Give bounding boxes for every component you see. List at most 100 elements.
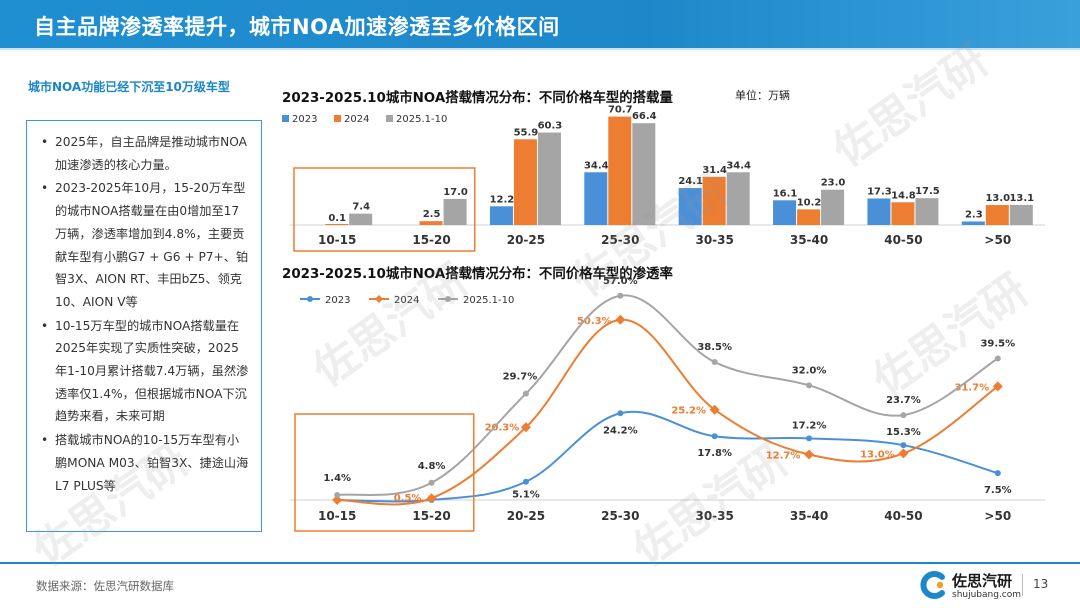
line-x-tick-label: 10-15 xyxy=(318,509,356,523)
bar-data-label: 34.4 xyxy=(726,160,751,171)
bar-legend-swatch xyxy=(334,115,341,122)
line-legend-label: 2024 xyxy=(394,295,419,306)
line-highlight-box xyxy=(294,413,475,532)
line-x-tick-label: 20-25 xyxy=(507,509,545,523)
line-data-label: 31.7% xyxy=(954,382,989,393)
bar-mark xyxy=(678,188,702,225)
footer-divider xyxy=(0,562,1080,564)
line-data-label: 13.0% xyxy=(860,449,895,460)
bar-mark xyxy=(489,206,513,225)
bar-chart-unit: 单位：万辆 xyxy=(735,89,790,102)
line-data-label: 12.7% xyxy=(766,450,801,461)
watermark: 佐思汽研 xyxy=(623,434,798,578)
footer-separator xyxy=(1022,574,1023,596)
bar-data-label: 12.2 xyxy=(490,194,515,205)
line-data-label: 32.0% xyxy=(792,365,827,376)
watermark: 佐思汽研 xyxy=(863,264,1038,408)
line-x-tick-label: 25-30 xyxy=(601,509,639,523)
line-point xyxy=(900,442,907,449)
line-point xyxy=(711,433,718,440)
line-point xyxy=(992,381,1003,392)
line-point xyxy=(994,470,1001,477)
line-x-tick-label: 40-50 xyxy=(884,509,922,523)
bar-data-label: 55.9 xyxy=(514,127,539,138)
line-point xyxy=(898,448,909,459)
bar-data-label: 7.4 xyxy=(352,202,370,213)
line-data-label: 7.5% xyxy=(984,485,1012,496)
line-legend-marker xyxy=(445,296,451,302)
bar-data-label: 13.1 xyxy=(1009,193,1034,204)
line-point xyxy=(426,493,437,504)
line-x-tick-label: 35-40 xyxy=(790,509,828,523)
bar-mark xyxy=(797,209,821,225)
line-series-path xyxy=(337,294,999,497)
line-point xyxy=(334,491,341,498)
bar-legend-label: 2024 xyxy=(344,114,369,125)
line-data-label: 24.2% xyxy=(603,425,638,436)
line-point xyxy=(806,382,813,389)
bar-mark xyxy=(821,189,845,225)
line-data-label: 25.2% xyxy=(671,406,706,417)
bar-data-label: 14.8 xyxy=(891,190,916,201)
bar-legend-label: 2023 xyxy=(292,114,317,125)
bar-data-label: 24.1 xyxy=(678,176,703,187)
bar-mark xyxy=(773,200,797,225)
bar-x-tick-label: 20-25 xyxy=(507,233,545,247)
line-x-tick-label: 30-35 xyxy=(695,509,733,523)
watermark: 佐思汽研 xyxy=(563,164,738,308)
bullet-item: 2023-2025年10月，15-20万车型的城市NOA搭载量在由0增加至17万… xyxy=(37,177,251,313)
page-number: 13 xyxy=(1033,577,1049,591)
bar-mark xyxy=(443,198,467,225)
bar-x-tick-label: 10-15 xyxy=(318,233,356,247)
line-x-tick-label: 15-20 xyxy=(412,509,450,523)
sidebar-bullet-box: 2025年，自主品牌是推动城市NOA加速渗透的核心力量。 2023-2025年1… xyxy=(26,120,262,532)
line-point xyxy=(522,390,529,397)
line-data-label: 23.7% xyxy=(886,395,921,406)
sidebar-bullet-list: 2025年，自主品牌是推动城市NOA加速渗透的核心力量。 2023-2025年1… xyxy=(37,131,251,497)
line-point xyxy=(994,355,1001,362)
line-series-path xyxy=(337,318,999,506)
bar-x-tick-label: 30-35 xyxy=(695,233,733,247)
line-legend-label: 2023 xyxy=(325,295,350,306)
bar-mark xyxy=(726,172,750,225)
line-data-label: 4.8% xyxy=(418,461,446,472)
line-series-path xyxy=(337,410,999,503)
bar-data-label: 0.1 xyxy=(328,213,346,224)
brand-logo: 佐思汽研 shujubang.com xyxy=(918,570,1021,604)
bar-data-label: 31.4 xyxy=(702,165,727,176)
brand-url: shujubang.com xyxy=(952,590,1022,600)
line-point xyxy=(709,404,720,415)
bar-data-label: 70.7 xyxy=(608,105,633,116)
line-point xyxy=(617,292,624,299)
line-data-label: 0.5% xyxy=(394,493,422,504)
header-banner: 自主品牌渗透率提升，城市NOA加速渗透至多价格区间 xyxy=(0,0,1080,48)
bar-x-tick-label: 15-20 xyxy=(412,233,450,247)
bar-data-label: 66.4 xyxy=(632,111,657,122)
bar-mark xyxy=(632,123,656,225)
bar-mark xyxy=(349,213,373,225)
line-point xyxy=(617,410,624,417)
brand-mark-icon xyxy=(920,571,945,599)
bar-data-label: 60.3 xyxy=(538,121,563,132)
line-point xyxy=(711,359,718,366)
bar-data-label: 23.0 xyxy=(821,178,846,189)
bar-mark xyxy=(702,176,726,225)
line-point xyxy=(522,478,529,485)
line-data-label: 20.3% xyxy=(485,422,520,433)
page-title: 自主品牌渗透率提升，城市NOA加速渗透至多价格区间 xyxy=(34,15,560,39)
header-divider xyxy=(0,48,1080,50)
bullet-item: 2025年，自主品牌是推动城市NOA加速渗透的核心力量。 xyxy=(37,131,251,176)
line-data-label: 17.2% xyxy=(792,420,827,431)
line-legend-label: 2025.1-10 xyxy=(463,295,514,306)
bar-data-label: 17.5 xyxy=(915,186,940,197)
line-data-label: 50.3% xyxy=(577,316,612,327)
bar-mark xyxy=(915,198,939,225)
bar-data-label: 2.3 xyxy=(965,209,983,220)
bar-legend-label: 2025.1-10 xyxy=(396,114,447,125)
data-source: 数据来源：佐思汽研数据库 xyxy=(36,579,174,593)
line-legend-marker xyxy=(375,295,383,303)
line-point xyxy=(332,495,343,505)
bullet-item: 搭载城市NOA的10-15万车型有小鹏MONA M03、铂智3X、捷途山海L7 … xyxy=(37,429,251,497)
line-data-label: 29.7% xyxy=(503,372,538,383)
bar-data-label: 17.0 xyxy=(443,187,468,198)
